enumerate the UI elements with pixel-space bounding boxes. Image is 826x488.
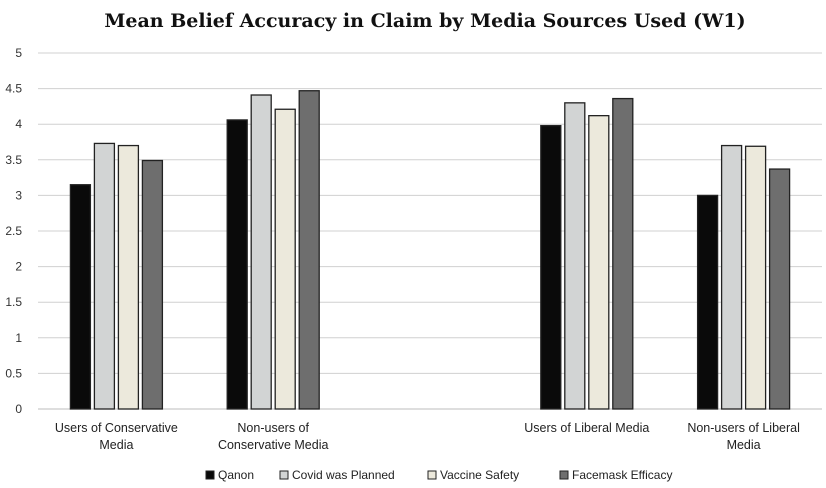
x-category-label: Non-users of Liberal Media <box>687 421 800 452</box>
bar <box>768 168 791 410</box>
y-tick-label: 0.5 <box>5 366 22 380</box>
bar <box>588 115 610 410</box>
y-axis-ticks: 0 0.5 1 1.5 2 2.5 3 3.5 4 4.5 5 <box>5 46 22 416</box>
bar <box>93 142 116 410</box>
bars <box>69 90 791 410</box>
legend-swatch <box>205 470 215 480</box>
bar <box>274 108 296 410</box>
y-tick-label: 1 <box>15 331 22 345</box>
bar <box>117 144 140 410</box>
bar <box>226 119 248 410</box>
legend-label: Covid was Planned <box>292 468 395 482</box>
y-tick-label: 4.5 <box>5 82 22 96</box>
y-tick-label: 2.5 <box>5 224 22 238</box>
bar <box>250 94 272 410</box>
x-category-label: Users of Conservative Media <box>55 421 178 452</box>
x-category-label: Users of Liberal Media <box>524 421 649 435</box>
y-tick-label: 4 <box>15 117 22 131</box>
y-tick-label: 3.5 <box>5 153 22 167</box>
bar <box>744 145 767 410</box>
legend-swatch <box>559 470 569 480</box>
legend: Qanon Covid was Planned Vaccine Safety Face… <box>205 468 672 482</box>
bar <box>69 184 92 410</box>
y-tick-label: 0 <box>15 402 22 416</box>
legend-label: Facemask Efficacy <box>572 468 672 482</box>
legend-label: Qanon <box>218 468 254 482</box>
x-category-label: Non-users of Conservative Media <box>218 421 329 452</box>
legend-swatch <box>427 470 437 480</box>
y-tick-label: 5 <box>15 46 22 60</box>
x-axis-category-labels: Users of Conservative Media Non-users of Co… <box>55 421 800 452</box>
bar <box>564 102 586 410</box>
y-tick-label: 1.5 <box>5 295 22 309</box>
bar <box>696 194 719 410</box>
gridlines <box>38 52 822 410</box>
legend-swatch <box>279 470 289 480</box>
y-tick-label: 2 <box>15 260 22 274</box>
y-tick-label: 3 <box>15 188 22 202</box>
bar <box>720 144 743 410</box>
chart-title: Mean Belief Accuracy in Claim by Media S… <box>104 10 745 32</box>
bar <box>612 97 634 410</box>
bar <box>540 124 562 410</box>
bar <box>141 159 164 410</box>
legend-label: Vaccine Safety <box>440 468 519 482</box>
bar <box>298 90 320 410</box>
